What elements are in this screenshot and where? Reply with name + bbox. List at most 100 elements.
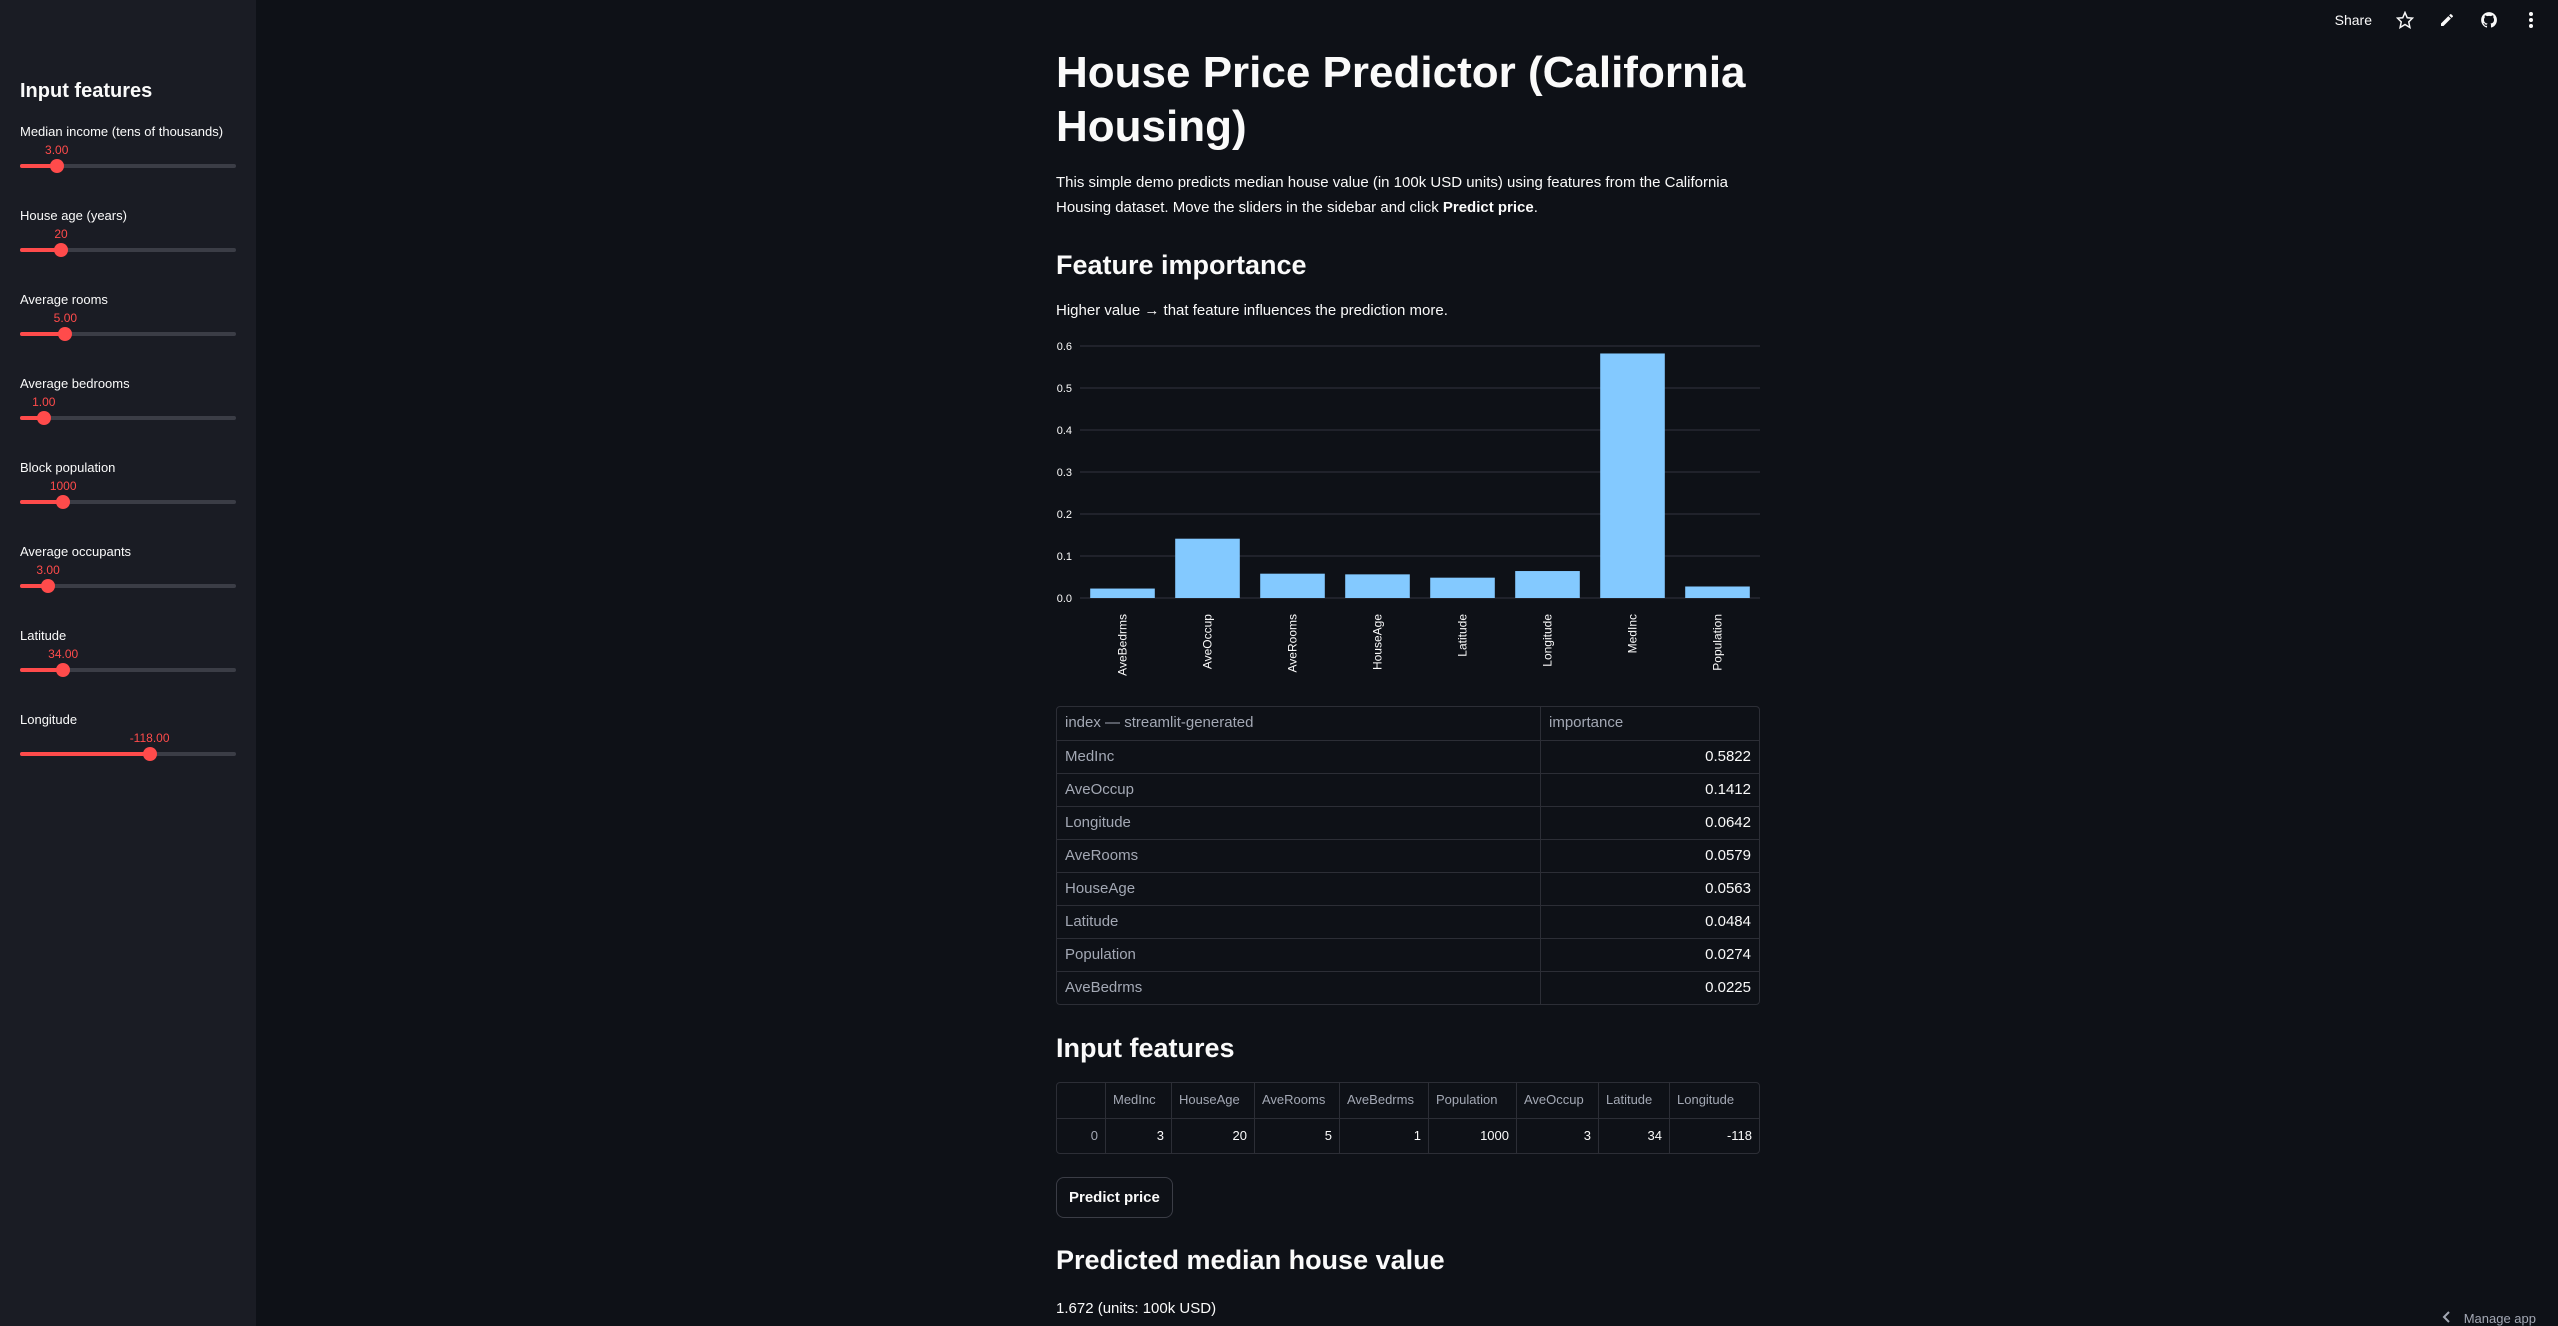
slider-track[interactable] [20,663,236,677]
slider-fill [20,668,64,672]
importance-cell: 0.0225 [1705,979,1751,996]
share-button[interactable]: Share [2334,12,2372,28]
slider-fill [20,332,66,336]
slider[interactable]: Average occupants 3.00 [20,544,236,614]
column-header[interactable]: importance [1549,714,1624,731]
importance-table[interactable]: index — streamlit-generated importance Med… [1056,706,1760,1005]
bar-houseage[interactable] [1345,574,1410,598]
importance-cell: 0.0579 [1705,847,1751,864]
row-index-cell: Longitude [1057,807,1541,839]
table-row: Longitude 0.0642 [1057,806,1759,839]
slider[interactable]: Block population 1000 [20,460,236,530]
slider[interactable]: Latitude 34.00 [20,628,236,698]
slider-track[interactable] [20,747,236,761]
manage-app-button[interactable]: Manage app [2442,1310,2536,1326]
bar-latitude[interactable] [1430,577,1495,598]
slider-value: 20 [54,227,68,241]
row-index-cell: MedInc [1057,741,1541,773]
x-tick-label: HouseAge [1371,614,1385,670]
bar-aveoccup[interactable] [1175,538,1240,598]
row-index-cell: Population [1057,939,1541,971]
slider-thumb[interactable] [54,243,69,257]
row-index-cell: HouseAge [1057,873,1541,905]
slider-thumb[interactable] [142,747,157,761]
star-icon[interactable] [2396,11,2414,29]
importance-cell: 0.1412 [1705,781,1751,798]
x-tick-label: Latitude [1456,614,1470,657]
slider-track[interactable] [20,579,236,593]
slider-label: Average rooms [20,292,108,307]
table-cell: 3 [1106,1118,1172,1153]
slider-label: Longitude [20,712,78,727]
y-tick-label: 0.3 [1057,467,1072,479]
column-header[interactable]: MedInc [1106,1083,1172,1118]
column-header[interactable]: Latitude [1599,1083,1670,1118]
column-header[interactable]: AveRooms [1255,1083,1340,1118]
table-cell: 5 [1255,1118,1340,1153]
slider-track[interactable] [20,327,236,341]
importance-cell: 0.5822 [1705,748,1751,765]
importance-cell: 0.0563 [1705,880,1751,897]
slider-track[interactable] [20,243,236,257]
bar-averooms[interactable] [1260,573,1325,598]
prediction-heading: Predicted median house value [1056,1245,1445,1275]
bar-avebedrms[interactable] [1090,588,1155,598]
slider-thumb[interactable] [41,579,56,593]
column-header[interactable]: index — streamlit-generated [1057,707,1541,740]
column-header[interactable]: AveBedrms [1340,1083,1429,1118]
column-header[interactable]: AveOccup [1517,1083,1599,1118]
sidebar-title: Input features [20,80,153,102]
prediction-result: 1.672 (units: 100k USD) [1056,1300,1217,1317]
slider-value: 3.00 [36,563,60,577]
table-cell: 1 [1340,1118,1429,1153]
slider-thumb[interactable] [58,327,73,341]
slider-value: 1.00 [32,395,56,409]
slider-label: Median income (tens of thousands) [20,124,224,139]
predict-price-button[interactable]: Predict price [1056,1177,1173,1218]
slider[interactable]: Median income (tens of thousands) 3.00 [20,124,236,194]
feature-importance-chart: 0.0 0.1 0.2 0.3 0.4 0.5 0.6 AveBedrms AveOccup Av… [1056,336,1760,676]
pencil-icon[interactable] [2438,11,2456,29]
slider-track[interactable] [20,159,236,173]
table-cell: 3 [1517,1118,1599,1153]
feature-importance-heading: Feature importance [1056,250,1307,280]
manage-app-label: Manage app [2463,1310,2536,1326]
slider[interactable]: Longitude -118.00 [20,712,236,782]
slider-thumb[interactable] [36,411,51,425]
slider[interactable]: Average rooms 5.00 [20,292,236,362]
column-header[interactable]: Longitude [1677,1092,1735,1107]
intro-text-body: This simple demo predicts median house v… [1056,174,1728,216]
y-tick-label: 0.0 [1057,593,1072,605]
column-header[interactable] [1057,1083,1106,1118]
slider-value: 3.00 [45,143,69,157]
slider[interactable]: House age (years) 20 [20,208,236,278]
intro-text-bold: Predict price [1442,199,1534,216]
column-header[interactable]: Population [1429,1083,1517,1118]
table-row: Latitude 0.0484 [1057,905,1759,938]
slider-thumb[interactable] [49,159,64,173]
more-vertical-icon[interactable] [2522,11,2540,29]
x-tick-label: Longitude [1541,614,1555,667]
slider[interactable]: Average bedrooms 1.00 [20,376,236,446]
column-header[interactable]: HouseAge [1172,1083,1255,1118]
bar-population[interactable] [1685,586,1750,598]
top-toolbar: Share [2335,8,2540,32]
slider-fill [20,752,150,756]
x-tick-label: AveOccup [1201,614,1215,669]
slider-thumb[interactable] [56,495,71,509]
slider-track[interactable] [20,411,236,425]
table-header-row: index — streamlit-generated importance [1057,707,1759,740]
bar-medinc[interactable] [1600,353,1665,598]
row-index-cell: AveBedrms [1057,972,1541,1004]
slider-label: Latitude [20,628,67,643]
slider-fill [20,164,57,168]
input-features-table[interactable]: MedInc HouseAge AveRooms AveBedrms Populatio… [1056,1082,1760,1154]
github-icon[interactable] [2480,11,2498,29]
slider-value: 34.00 [48,647,79,661]
slider-label: Average occupants [20,544,132,559]
table-row: AveRooms 0.0579 [1057,839,1759,872]
slider-thumb[interactable] [56,663,71,677]
slider-track[interactable] [20,495,236,509]
bar-longitude[interactable] [1515,571,1580,598]
